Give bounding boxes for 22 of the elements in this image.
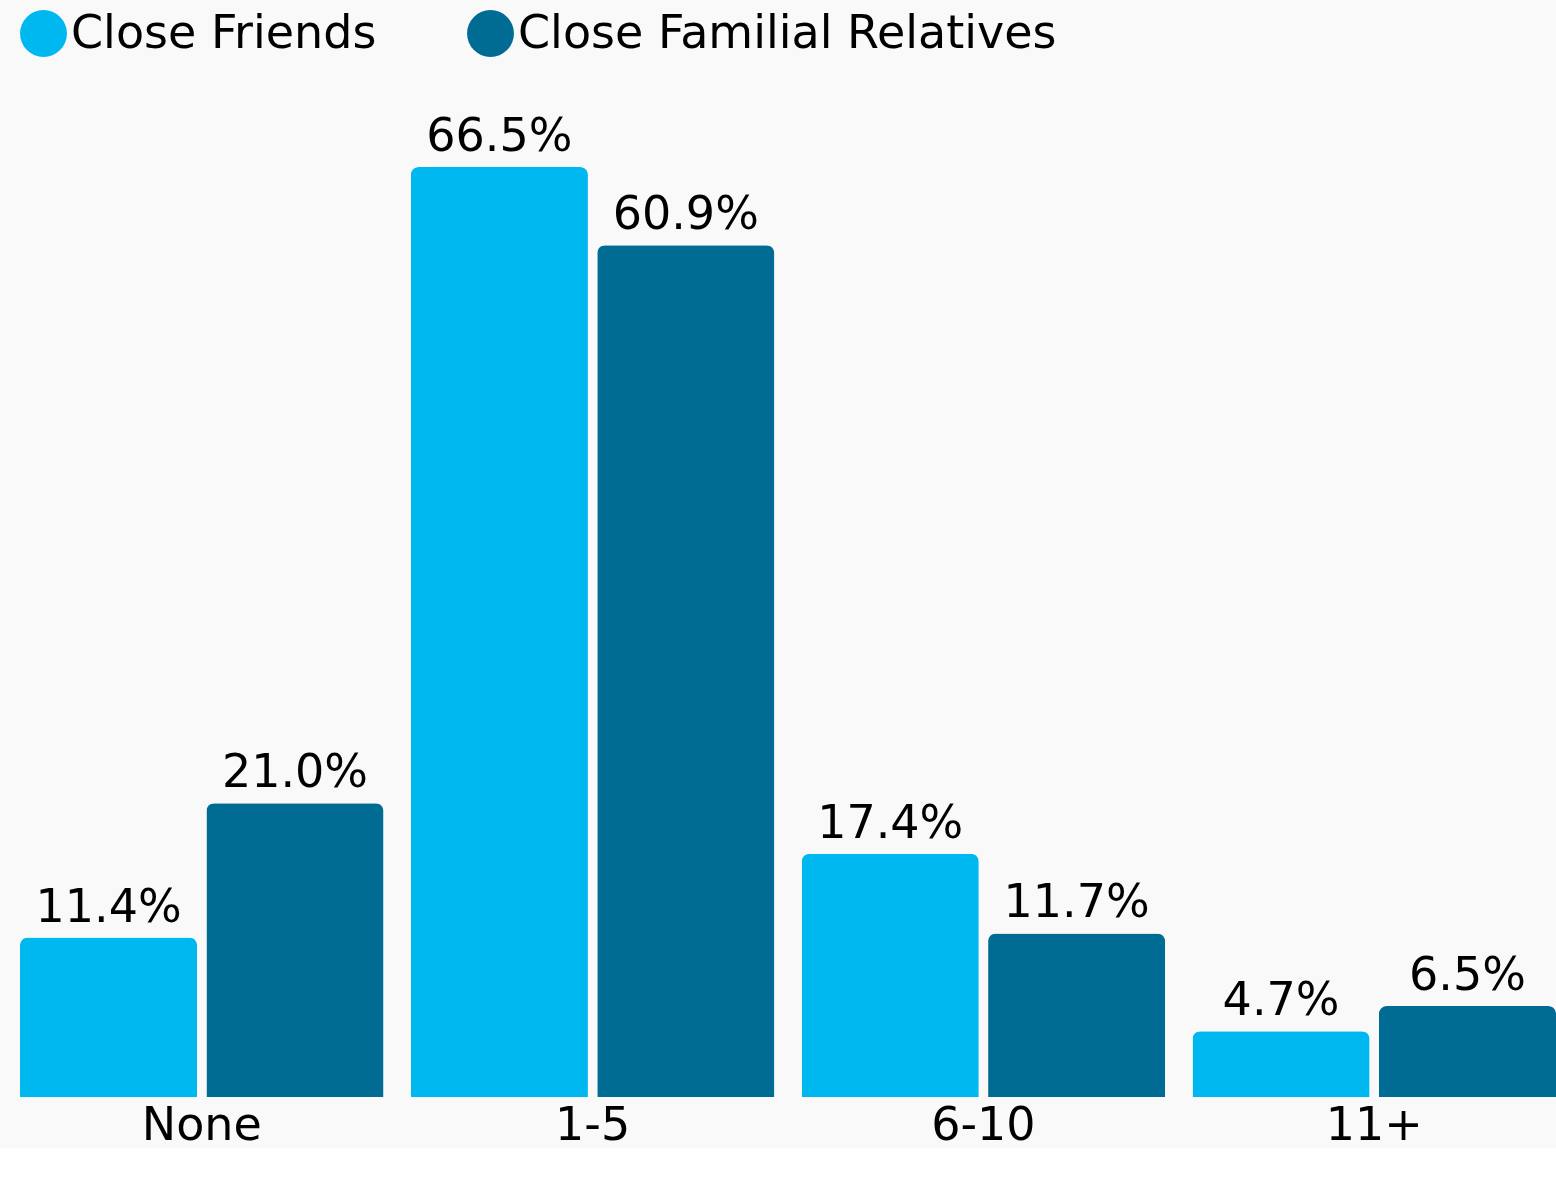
data-label: 6.5% — [1409, 947, 1526, 1002]
bar — [597, 245, 775, 1097]
data-label: 21.0% — [221, 744, 369, 799]
x-tick-label: 11+ — [1325, 1096, 1423, 1151]
data-label: 11.7% — [1003, 874, 1150, 929]
bar — [988, 933, 1166, 1097]
data-label: 11.4% — [35, 878, 182, 933]
bar — [20, 937, 198, 1097]
bar — [206, 803, 384, 1097]
legend-label: Close Friends — [71, 4, 377, 59]
data-label: 17.4% — [817, 794, 964, 849]
data-label: 60.9% — [612, 186, 759, 241]
x-tick-label: 1-5 — [555, 1096, 631, 1151]
x-tick-label: None — [141, 1096, 262, 1151]
x-tick-label: 6-10 — [931, 1096, 1036, 1151]
data-label: 66.5% — [426, 108, 573, 162]
data-label: 4.7% — [1222, 972, 1340, 1027]
bar — [1192, 1031, 1370, 1097]
bar — [801, 853, 979, 1097]
bar — [410, 167, 588, 1097]
bar — [1378, 1006, 1556, 1097]
legend-label: Close Familial Relatives — [518, 4, 1057, 59]
